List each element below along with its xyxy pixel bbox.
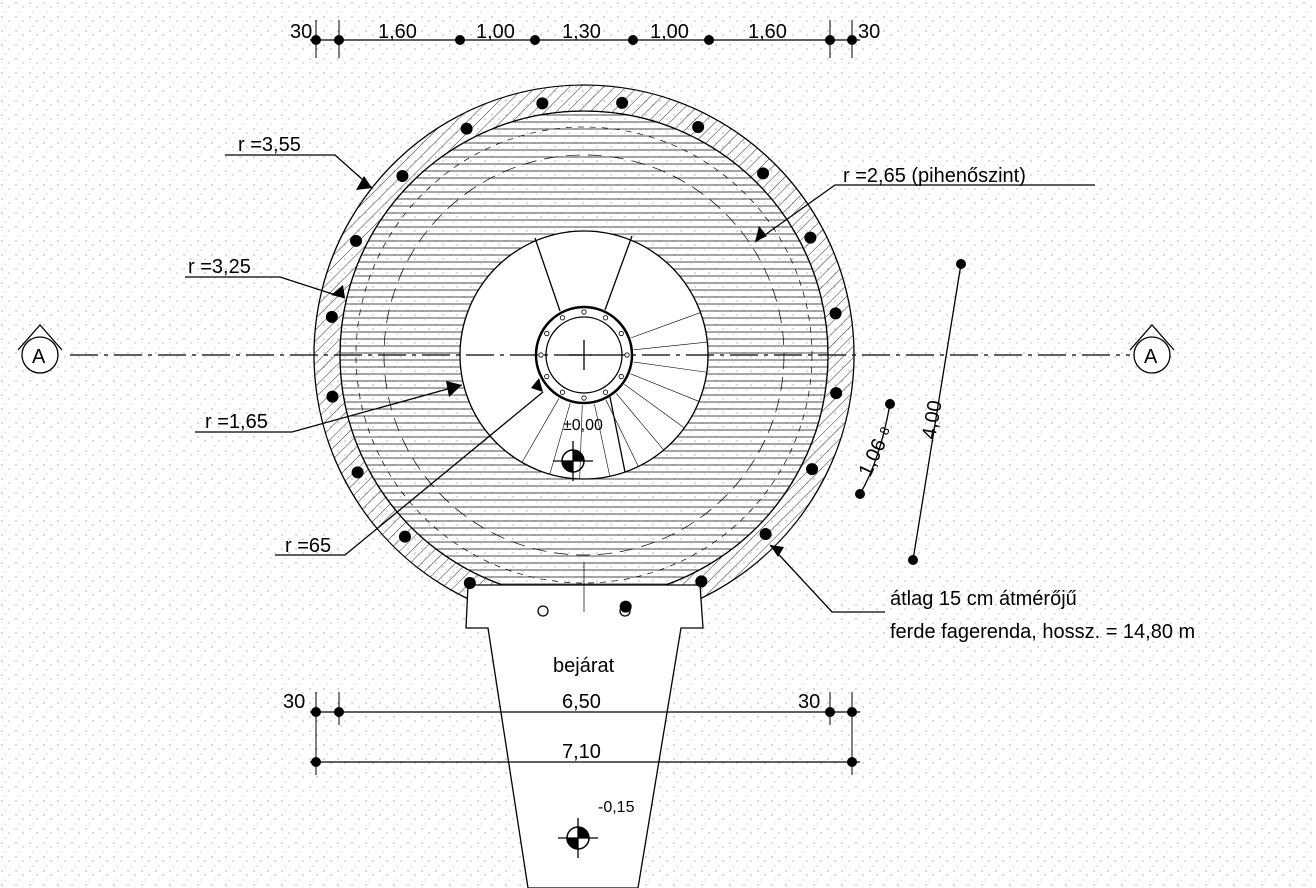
dim-label: 1,30 bbox=[562, 21, 601, 43]
dim-label: 1,00 bbox=[650, 21, 689, 43]
radius-label: r =3,55 bbox=[238, 134, 301, 156]
entrance-label: bejárat bbox=[553, 655, 615, 677]
floor-plan-drawing: 30 1,60 1,00 1,30 1,00 1,60 30 r =3,55 r… bbox=[0, 0, 1316, 888]
rebar bbox=[560, 316, 564, 320]
rebar bbox=[619, 331, 623, 335]
dim-label: 1,60 bbox=[748, 21, 787, 43]
dimension-point bbox=[855, 489, 865, 499]
radius-label: r =65 bbox=[285, 535, 331, 557]
column-post bbox=[399, 531, 411, 543]
dimension-point bbox=[885, 399, 895, 409]
column-post bbox=[350, 235, 362, 247]
column-post bbox=[830, 387, 842, 399]
rebar bbox=[539, 353, 543, 357]
dim-label: 30 bbox=[290, 21, 312, 43]
door-post bbox=[538, 606, 548, 616]
level-label: ±0,00 bbox=[563, 417, 603, 434]
radius-label: r =2,65 (pihenőszint) bbox=[843, 165, 1026, 187]
section-label: A bbox=[1144, 346, 1158, 368]
radius-label: r =3,25 bbox=[188, 256, 251, 278]
dim-label: 6,50 bbox=[562, 691, 601, 713]
dim-label: 1,00 bbox=[476, 21, 515, 43]
column-post bbox=[326, 311, 338, 323]
column-post bbox=[396, 170, 408, 182]
column-post bbox=[620, 601, 632, 613]
dimension-point bbox=[704, 35, 714, 45]
note: ferde fagerenda, hossz. = 14,80 m bbox=[890, 621, 1195, 643]
dim-label: 30 bbox=[798, 691, 820, 713]
column-post bbox=[830, 307, 842, 319]
rebar bbox=[545, 374, 549, 378]
rebar bbox=[545, 331, 549, 335]
column-post bbox=[804, 232, 816, 244]
dim-label: 30 bbox=[283, 691, 305, 713]
dimension-point bbox=[530, 35, 540, 45]
rebar bbox=[603, 390, 607, 394]
dim-label: 1,60 bbox=[378, 21, 417, 43]
column-post bbox=[326, 391, 338, 403]
rebar bbox=[582, 396, 586, 400]
radius-label: r =1,65 bbox=[205, 411, 268, 433]
column-post bbox=[616, 97, 628, 109]
column-post bbox=[692, 121, 704, 133]
note: átlag 15 cm átmérőjű bbox=[890, 588, 1077, 610]
dimension-point bbox=[956, 259, 966, 269]
column-post bbox=[806, 463, 818, 475]
dim-label: 30 bbox=[858, 21, 880, 43]
column-post bbox=[536, 97, 548, 109]
rebar bbox=[619, 374, 623, 378]
rebar bbox=[560, 390, 564, 394]
rebar bbox=[625, 353, 629, 357]
level-label: -0,15 bbox=[598, 799, 635, 816]
rebar bbox=[582, 310, 586, 314]
dimension-point bbox=[628, 35, 638, 45]
column-post bbox=[695, 575, 707, 587]
column-post bbox=[352, 466, 364, 478]
column-post bbox=[757, 167, 769, 179]
column-post bbox=[464, 577, 476, 589]
section-label: A bbox=[32, 346, 46, 368]
dim-label: 7,10 bbox=[562, 741, 601, 763]
dimension-point bbox=[908, 555, 918, 565]
rebar bbox=[603, 316, 607, 320]
column-post bbox=[461, 123, 473, 135]
column-post bbox=[760, 528, 772, 540]
dimension-point bbox=[455, 35, 465, 45]
